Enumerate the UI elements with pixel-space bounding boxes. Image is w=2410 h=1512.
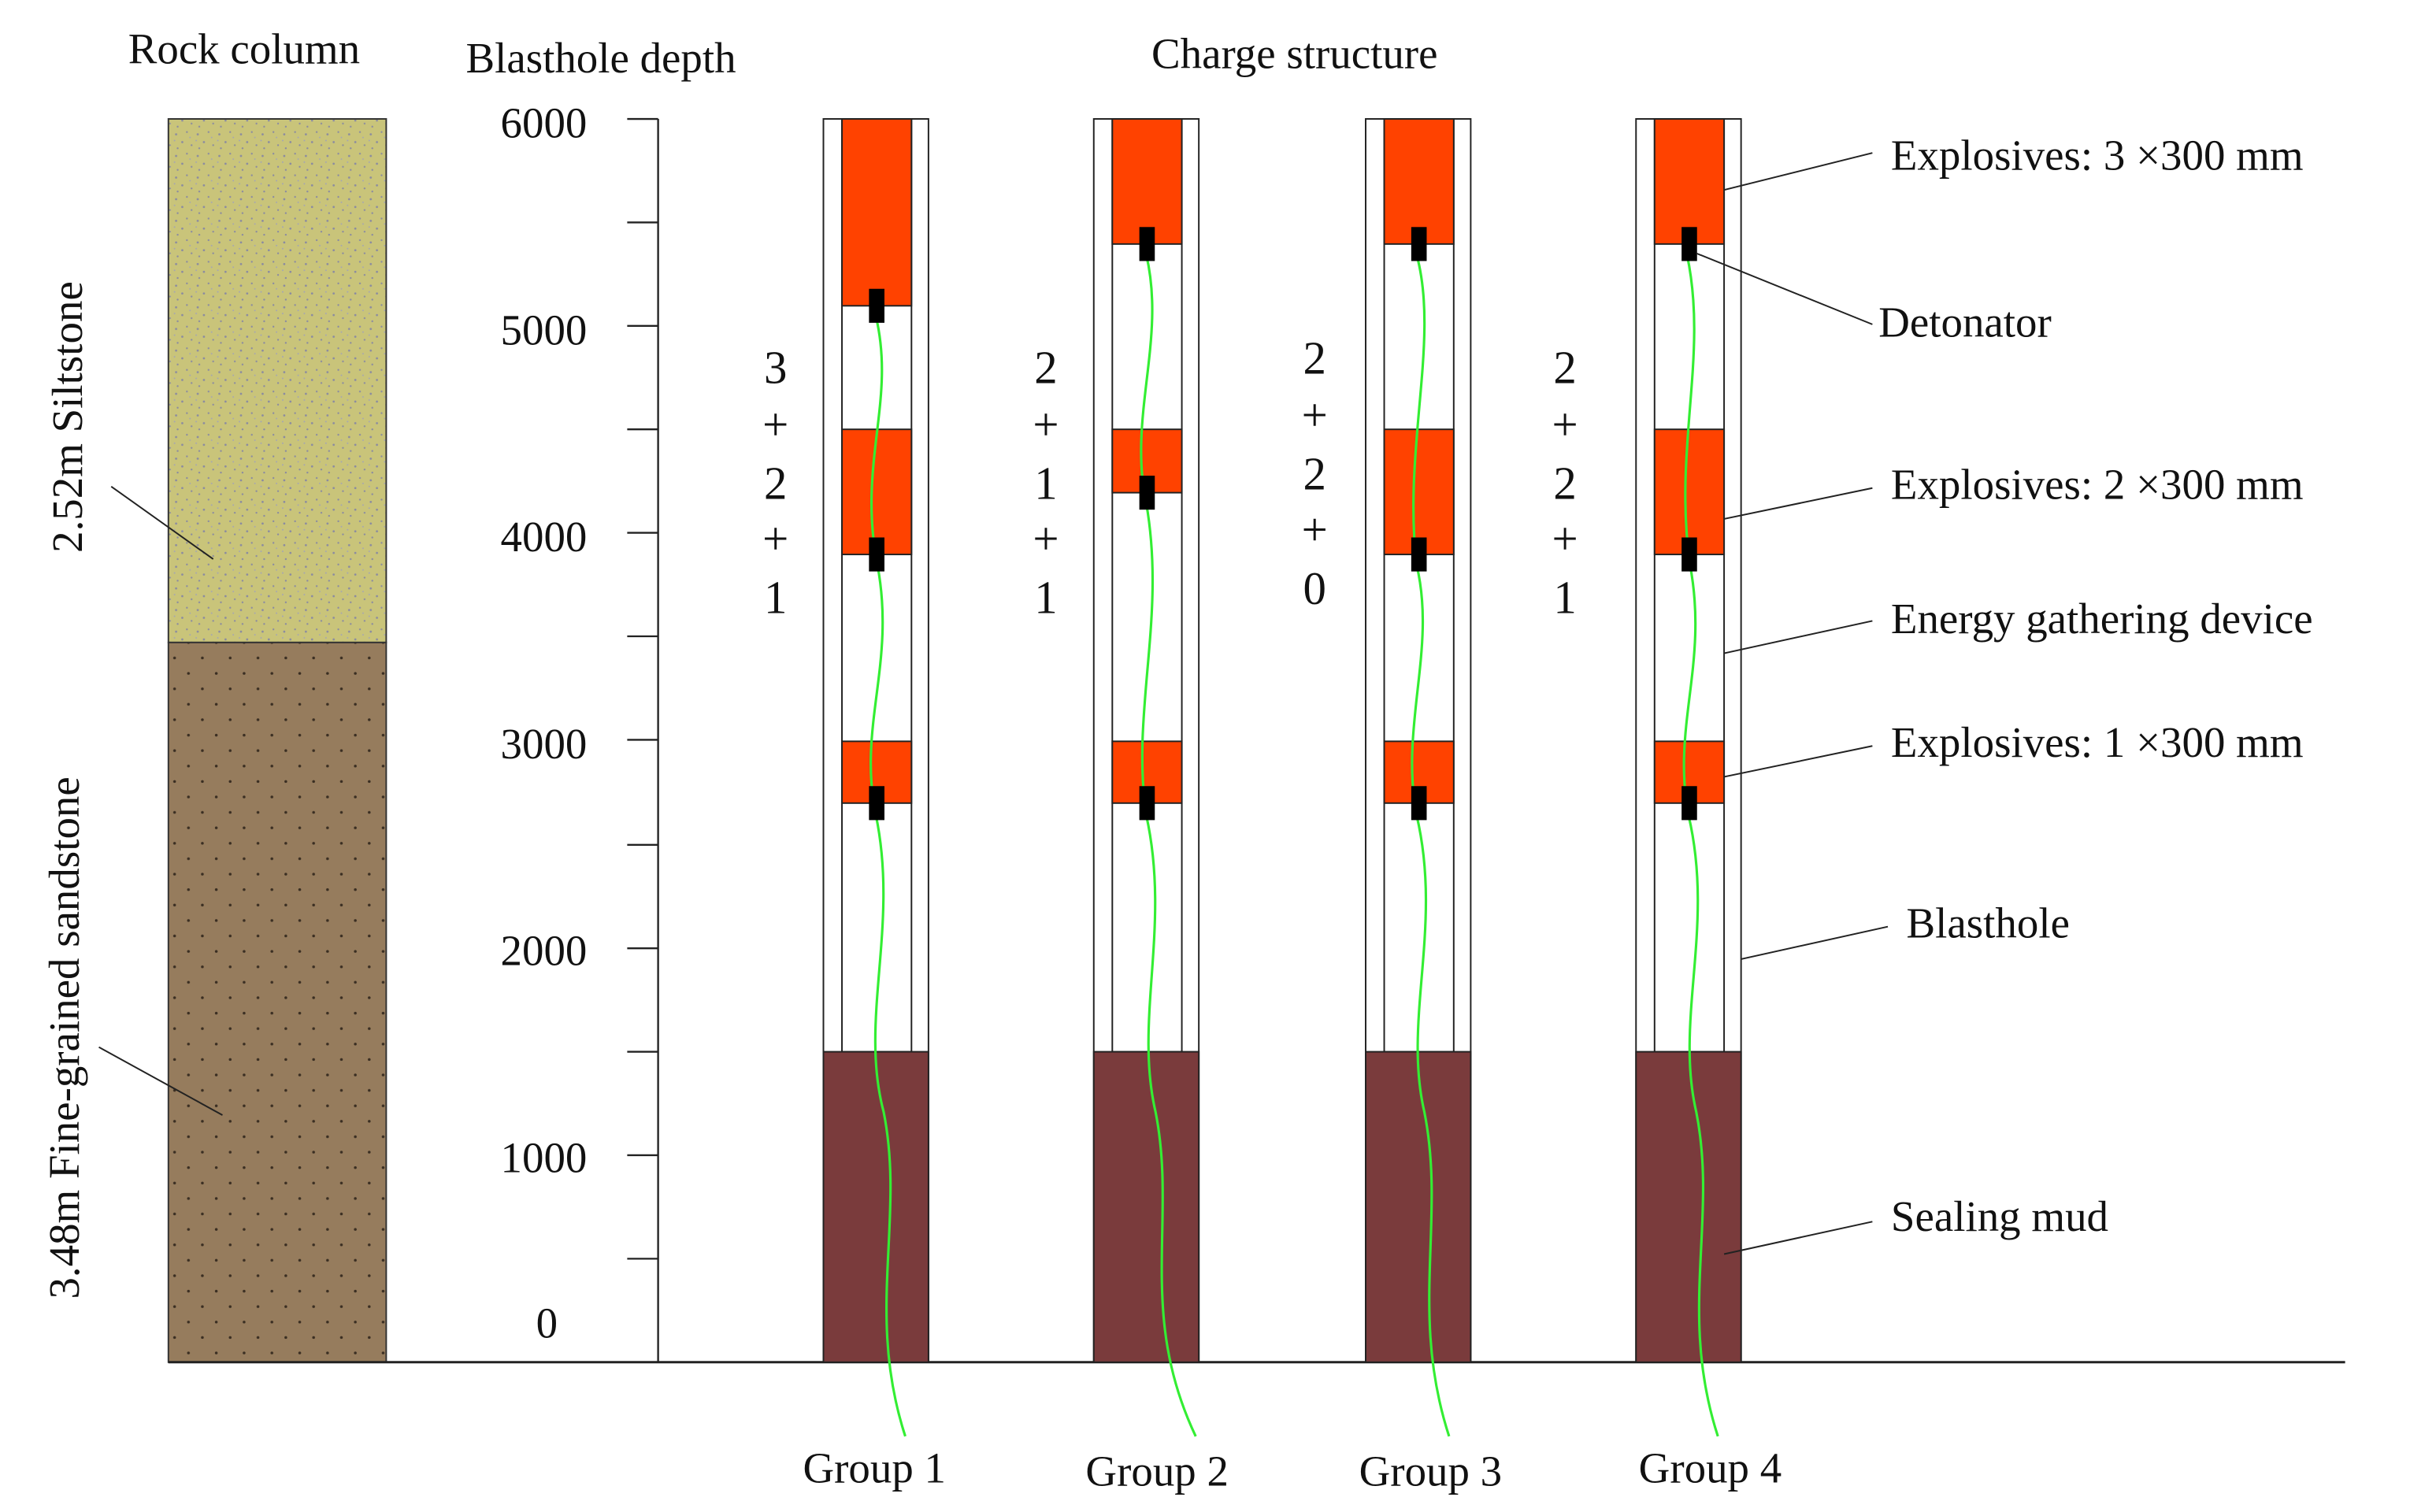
sandstone-layer [167,641,387,1363]
group-3-explosive-2 [1383,428,1455,556]
depth-tick-label: 1000 [501,1134,588,1182]
detonator-label: Detonator [1878,298,2052,346]
group-1-ratio-4: + [762,513,788,565]
depth-tick-label: 0 [536,1299,558,1347]
group-2-ratio-2: + [1033,399,1059,450]
group-3-ratio-5: 0 [1303,563,1326,614]
group-2-detonator-1 [1139,227,1155,261]
group-2-detonator-3 [1139,786,1155,821]
group-4-ratio-2: + [1552,399,1578,450]
group-1-detonator-1 [869,288,884,323]
sandstone-label: 3.48m Fine-grained sandstone [40,776,88,1299]
depth-tick-label: 3000 [501,720,588,768]
group-1-detonator-3 [869,786,884,821]
depth-tick-label: 5000 [501,306,588,354]
explosives-1-leader [1723,745,1873,778]
blasthole-columns [822,118,1742,1437]
group-4-ratio-3: 2 [1553,458,1576,509]
blasthole-label: Blasthole [1907,899,2070,947]
group-3-ratio-3: 2 [1303,449,1326,500]
legend-leaders [1696,152,1889,1255]
group-4-explosive-2 [1653,428,1726,556]
rock-column: 2.52m Siltstone 3.48m Fine-grained sands… [40,118,387,1363]
group-4-detonator-3 [1681,786,1697,821]
blasthole-depth-heading: Blasthole depth [465,34,736,82]
group-3-detonator-2 [1411,537,1427,572]
depth-tick-label: 6000 [501,99,588,147]
sandstone-leader-line [98,1046,223,1116]
energy-device-label: Energy gathering device [1891,595,2313,643]
depth-tick-label: 4000 [501,513,588,561]
group-1-explosive-2 [841,428,913,556]
ratio-labels: 3 + 2 + 1 2 + 1 + 1 2 + 2 + 0 2 + 2 + 1 [762,333,1578,624]
group-3-detonator-1 [1411,227,1427,261]
group-1-ratio-5: 1 [764,573,787,624]
group-2-ratio-3: 1 [1034,458,1057,509]
group-2-detonator-2 [1139,476,1155,510]
rock-column-heading: Rock column [128,24,360,72]
group-1-detonator-2 [869,537,884,572]
group-1-ratio-3: 2 [764,458,787,509]
group-1-detonator-wire [869,316,907,1437]
group-3-ratio-4: + [1302,504,1328,555]
group-2-ratio-5: 1 [1034,573,1057,624]
group-1-ratio-2: + [762,399,788,450]
sealing-mud-label: Sealing mud [1891,1192,2108,1240]
group-4-label: Group 4 [1639,1444,1782,1492]
energy-device-leader [1723,620,1873,654]
explosives-3-label: Explosives: 3 ×300 mm [1891,132,2304,180]
explosives-1-label: Explosives: 1 ×300 mm [1891,718,2304,766]
group-3-detonator-3 [1411,786,1427,821]
explosives-2-leader [1723,487,1873,520]
siltstone-layer [167,118,387,643]
group-3-label: Group 3 [1359,1447,1503,1495]
group-3-ratio-2: + [1302,390,1328,441]
group-4-sealing-mud [1635,1051,1742,1363]
group-4-ratio-4: + [1552,513,1578,565]
depth-tick-label: 2000 [501,927,588,975]
group-2-ratio-4: + [1033,513,1059,565]
siltstone-label: 2.52m Siltstone [43,281,91,553]
group-2-ratio-1: 2 [1034,342,1057,393]
sealing-mud-leader [1723,1221,1873,1255]
explosives-3-leader [1723,152,1873,191]
group-2-explosive-1 [1111,118,1183,245]
siltstone-leader-line [110,485,214,560]
group-4-detonator-1 [1681,227,1697,261]
group-1-sealing-mud [822,1051,929,1363]
depth-axis: 6000 5000 4000 3000 2000 1000 0 [501,99,659,1362]
group-4-ratio-5: 1 [1553,573,1576,624]
group-1-ratio-1: 3 [764,342,787,393]
blasthole-leader [1741,925,1889,960]
charge-structure-heading: Charge structure [1151,29,1437,77]
explosives-2-label: Explosives: 2 ×300 mm [1891,460,2304,508]
group-4-detonator-2 [1681,537,1697,572]
group-3-sealing-mud [1365,1051,1472,1363]
group-1-explosive-1 [841,118,913,307]
group-4-ratio-1: 2 [1553,342,1576,393]
group-2-label: Group 2 [1085,1447,1229,1495]
group-3-explosive-1 [1383,118,1455,245]
group-3-ratio-1: 2 [1303,333,1326,384]
group-1-label: Group 1 [803,1444,946,1492]
detonator-leader [1696,252,1873,325]
group-4-explosive-1 [1653,118,1726,245]
group-2-sealing-mud [1092,1051,1200,1363]
